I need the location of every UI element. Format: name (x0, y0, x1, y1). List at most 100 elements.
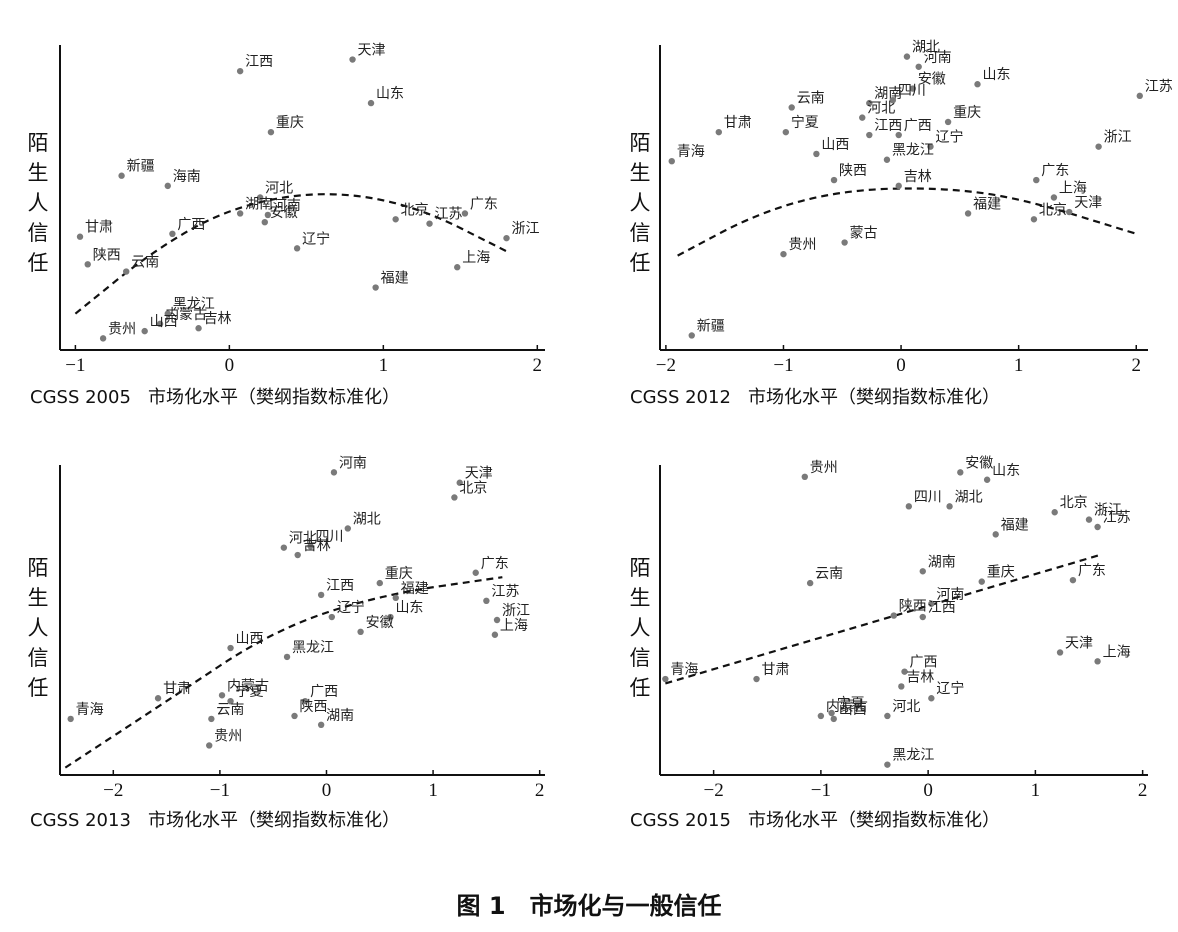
point-label: 河南 (339, 455, 367, 471)
data-point (817, 712, 825, 720)
data-point (156, 320, 164, 328)
x-tick-label: 1 (379, 355, 389, 376)
point-label: 河南 (924, 50, 952, 66)
data-point (123, 268, 130, 275)
data-point (376, 579, 383, 587)
data-point (227, 644, 234, 652)
x-tick-label: −2 (704, 780, 724, 801)
point-label: 北京 (1060, 495, 1088, 511)
point-label: 青海 (670, 662, 698, 678)
data-point (1095, 143, 1102, 150)
data-point (668, 157, 675, 165)
data-point (426, 220, 433, 227)
data-point (801, 473, 808, 481)
y-axis-label-char: 陌 (630, 131, 651, 155)
point-label: 广东 (470, 196, 498, 212)
data-point (1136, 92, 1143, 100)
data-point (830, 176, 838, 184)
data-point (118, 172, 125, 179)
data-point (392, 594, 399, 602)
data-point (905, 503, 913, 510)
x-tick-label: −2 (656, 355, 676, 376)
data-point (344, 525, 352, 532)
data-point (1033, 176, 1040, 184)
point-label: 广东 (481, 556, 509, 572)
point-label: 云南 (131, 255, 159, 271)
point-label: 安徽 (965, 455, 993, 471)
point-label: 贵州 (788, 237, 816, 253)
x-axis-label: 市场化水平（樊纲指数标准化） (148, 810, 400, 831)
data-point (1094, 658, 1101, 665)
point-label: 河北 (867, 101, 895, 117)
point-label: 江西 (928, 600, 956, 616)
y-axis-label-char: 人 (28, 191, 49, 215)
data-point (451, 494, 458, 501)
point-label: 福建 (1001, 517, 1029, 533)
point-label: 山东 (992, 463, 1020, 479)
data-point (280, 544, 288, 551)
point-label: 青海 (76, 702, 104, 718)
point-label: 云南 (797, 90, 825, 106)
data-point (491, 631, 499, 638)
point-label: 福建 (381, 271, 409, 287)
point-label: 河南 (273, 198, 301, 214)
data-point (883, 156, 891, 163)
data-point (154, 695, 162, 702)
y-axis-label-char: 信 (28, 646, 49, 670)
x-axis-label: 市场化水平（樊纲指数标准化） (748, 810, 1000, 831)
point-label: 海南 (173, 169, 201, 185)
data-point (330, 469, 338, 476)
data-point (919, 568, 926, 575)
data-point (806, 579, 814, 587)
data-point (141, 327, 148, 335)
data-point (830, 715, 837, 723)
point-label: 辽宁 (337, 599, 365, 616)
point-label: 黑龙江 (892, 143, 934, 159)
data-point (928, 695, 935, 702)
data-point (1051, 509, 1058, 516)
point-label: 河南 (936, 587, 964, 603)
data-point (387, 613, 394, 621)
y-axis-label-char: 生 (630, 586, 651, 610)
x-tick-label: −1 (210, 780, 230, 801)
point-label: 江苏 (491, 584, 519, 600)
point-label: 安徽 (366, 615, 394, 631)
x-tick-label: 1 (1014, 355, 1024, 376)
point-label: 重庆 (276, 115, 304, 131)
point-label: 浙江 (512, 221, 540, 237)
y-axis-label-char: 任 (630, 676, 651, 700)
x-tick-label: −1 (65, 355, 85, 376)
panel-title: CGSS 2015 (630, 810, 731, 831)
point-label: 河北 (265, 181, 293, 197)
data-point (866, 99, 873, 107)
point-label: 上海 (500, 618, 528, 634)
data-point (256, 194, 264, 201)
data-point (84, 261, 91, 268)
point-label: 四川 (914, 489, 942, 505)
x-tick-label: 1 (428, 780, 438, 801)
data-point (915, 63, 922, 70)
data-point (974, 81, 981, 88)
fitted-trend-line (677, 187, 1137, 257)
point-label: 湖北 (955, 489, 983, 505)
data-point (866, 131, 873, 139)
data-point (301, 697, 309, 705)
fitted-trend-line (64, 576, 503, 769)
y-axis-label-char: 陌 (28, 556, 49, 580)
point-label: 内蒙古 (227, 678, 269, 694)
data-point (328, 613, 336, 621)
data-point (780, 250, 787, 258)
point-label: 广西 (910, 655, 938, 671)
point-label: 河北 (289, 531, 317, 547)
point-label: 湖南 (326, 708, 354, 724)
data-point (1085, 516, 1093, 523)
point-label: 重庆 (385, 566, 413, 582)
data-point (208, 715, 215, 723)
point-label: 山西 (821, 137, 849, 153)
y-axis-label-char: 任 (28, 676, 49, 700)
x-tick-label: 0 (225, 355, 235, 376)
point-label: 陕西 (839, 163, 867, 179)
point-label: 天津 (465, 466, 493, 482)
point-label: 广东 (1078, 563, 1106, 579)
